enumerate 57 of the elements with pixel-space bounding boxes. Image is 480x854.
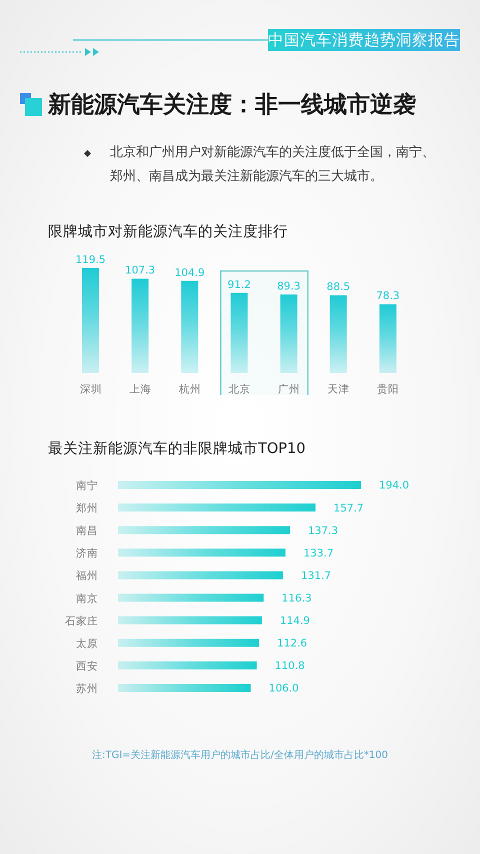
- bar: [82, 268, 99, 373]
- x-tick-label: 北京: [228, 382, 250, 396]
- data-label: 110.8: [274, 660, 305, 672]
- data-label: 107.3: [125, 264, 156, 277]
- data-label: 91.2: [228, 278, 251, 291]
- data-label: 112.6: [277, 637, 308, 650]
- bar: [118, 570, 283, 579]
- data-label: 104.9: [174, 266, 205, 279]
- data-label: 89.3: [277, 280, 300, 293]
- bar: [379, 304, 396, 373]
- data-label: 119.5: [75, 254, 106, 266]
- text: 新能源汽车关注度：非一线城市逆袭: [48, 91, 416, 120]
- x-tick-label: 杭州: [178, 382, 201, 396]
- chart-title: 限牌城市对新能源汽车的关注度排行: [48, 222, 288, 241]
- data-label: 157.7: [334, 502, 364, 514]
- y-tick-label: 南京: [76, 591, 98, 604]
- x-tick-label: 广州: [278, 382, 300, 396]
- text: 北京和广州用户对新能源汽车的关注度低于全国，南宁、郑州、南昌成为最关注新能源汽车的三大城市。: [110, 144, 436, 186]
- data-label: 131.7: [300, 570, 332, 582]
- x-tick-label: 上海: [129, 382, 152, 396]
- y-tick-label: 苏州: [76, 682, 98, 695]
- text: 注:TGI=关注新能源汽车用户的城市占比/全体用户的城市占比*100: [90, 748, 389, 762]
- y-tick-label: 南宁: [76, 478, 98, 492]
- bar: [118, 638, 260, 647]
- y-tick-label: 济南: [76, 546, 98, 560]
- bar: [118, 526, 290, 534]
- x-tick-label: 贵阳: [377, 382, 400, 396]
- y-tick-label: 南昌: [76, 524, 98, 537]
- bar: [118, 548, 286, 556]
- bar: [118, 661, 257, 670]
- data-label: 133.7: [303, 547, 334, 560]
- bar: [118, 616, 262, 624]
- chart-title: 最关注新能源汽车的非限牌城市TOP10: [48, 440, 306, 458]
- x-tick-label: 天津: [328, 382, 350, 396]
- bar: [132, 278, 149, 373]
- y-tick-label: 福州: [76, 568, 98, 582]
- bar: [230, 292, 248, 373]
- bar: [330, 295, 347, 373]
- data-label: 88.5: [326, 281, 350, 294]
- data-label: 194.0: [379, 479, 410, 492]
- bar: [118, 503, 316, 512]
- data-label: 116.3: [282, 592, 312, 604]
- y-tick-label: 石家庄: [65, 614, 98, 627]
- y-tick-label: 太原: [76, 636, 98, 650]
- bar: [181, 280, 198, 373]
- data-label: 137.3: [308, 524, 338, 537]
- bar: [280, 294, 298, 373]
- bar: [118, 593, 264, 602]
- bar: [118, 480, 361, 489]
- text: 中国汽车消费趋势洞察报告: [268, 29, 460, 51]
- data-label: 106.0: [268, 682, 299, 694]
- data-label: 114.9: [280, 614, 310, 627]
- bar: [118, 684, 251, 692]
- x-tick-label: 深圳: [80, 382, 102, 396]
- y-tick-label: 郑州: [76, 501, 98, 514]
- data-label: 78.3: [376, 290, 400, 302]
- y-tick-label: 西安: [76, 659, 98, 672]
